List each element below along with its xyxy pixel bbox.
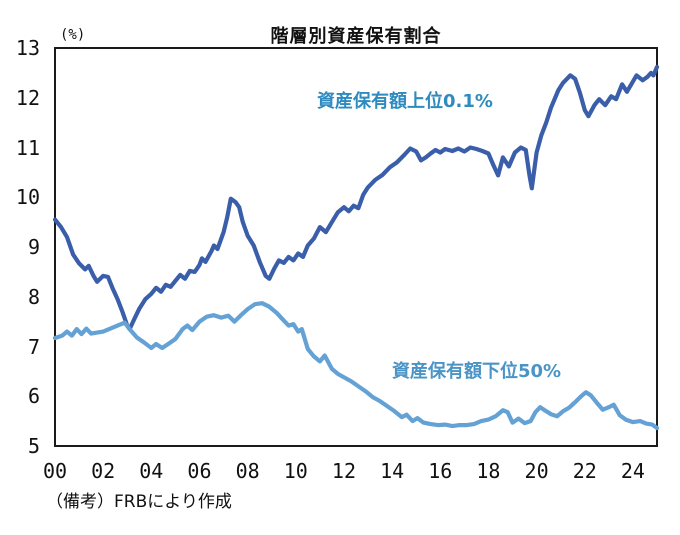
x-tick-label: 14: [380, 459, 405, 483]
source-note: （備考）FRBにより作成: [46, 492, 232, 512]
y-tick-label: 8: [27, 284, 40, 309]
x-tick-label: 22: [572, 459, 597, 483]
y-tick-label: 6: [27, 384, 40, 409]
series-label-top-0-1pct: 資産保有額上位0.1%: [317, 91, 493, 112]
x-tick-label: 02: [91, 459, 116, 483]
plot-border: [54, 47, 658, 447]
chart-title: 階層別資産保有割合: [270, 26, 442, 47]
series-line-bottom-50pct: [52, 301, 660, 431]
x-tick-label: 16: [428, 459, 453, 483]
series-label-bottom-50pct: 資産保有額下位50%: [392, 361, 562, 382]
y-tick-label: 13: [15, 36, 40, 60]
x-tick-label: 12: [331, 459, 356, 483]
y-tick-label: 5: [27, 434, 40, 458]
y-tick-label: 7: [27, 334, 40, 359]
x-tick-label: 06: [187, 459, 212, 483]
y-axis-unit-label: (%): [60, 27, 86, 43]
y-tick-label: 11: [15, 135, 40, 160]
x-tick-label: 20: [524, 459, 549, 483]
x-tick-label: 18: [476, 459, 501, 483]
x-tick-label: 08: [235, 459, 260, 483]
series-line-top-0-1pct: [52, 64, 660, 332]
x-tick-label: 24: [620, 459, 645, 483]
y-tick-label: 10: [15, 185, 40, 210]
x-tick-label: 04: [139, 459, 164, 483]
x-tick-label: 10: [283, 459, 308, 483]
y-tick-label: 12: [15, 85, 40, 110]
x-tick-label: 00: [42, 459, 68, 483]
y-tick-label: 9: [27, 235, 40, 259]
